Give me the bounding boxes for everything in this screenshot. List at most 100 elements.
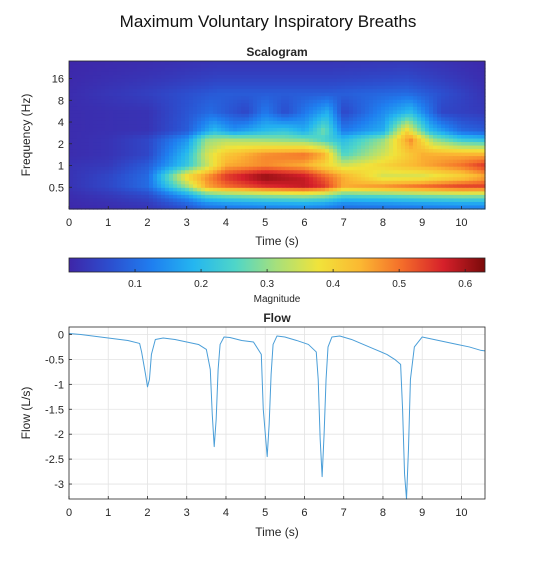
heatmap-cell — [97, 135, 102, 140]
heatmap-cell — [237, 187, 242, 192]
heatmap-cell — [361, 124, 366, 129]
heatmap-cell — [105, 131, 110, 136]
heatmap-cell — [461, 205, 466, 210]
heatmap-cell — [301, 145, 306, 150]
heatmap-cell — [317, 135, 322, 140]
heatmap-cell — [177, 145, 182, 150]
heatmap-cell — [401, 138, 406, 143]
heatmap-cell — [261, 75, 266, 80]
heatmap-cell — [373, 99, 378, 104]
heatmap-cell — [289, 82, 294, 87]
heatmap-cell — [149, 149, 154, 154]
heatmap-cell — [373, 96, 378, 101]
heatmap-cell — [365, 99, 370, 104]
heatmap-cell — [369, 170, 374, 175]
heatmap-cell — [365, 124, 370, 129]
heatmap-cell — [137, 135, 142, 140]
heatmap-cell — [277, 152, 282, 157]
heatmap-cell — [125, 96, 130, 101]
heatmap-cell — [305, 187, 310, 192]
heatmap-cell — [213, 177, 218, 182]
heatmap-cell — [281, 198, 286, 203]
heatmap-cell — [413, 170, 418, 175]
heatmap-cell — [197, 194, 202, 200]
heatmap-cell — [477, 110, 482, 115]
heatmap-cell — [473, 135, 478, 140]
heatmap-cell — [465, 61, 470, 66]
heatmap-cell — [249, 173, 254, 178]
heatmap-cell — [241, 68, 246, 73]
heatmap-cell — [181, 180, 186, 185]
heatmap-cell — [233, 191, 238, 196]
heatmap-cell — [81, 120, 86, 126]
heatmap-cell — [421, 89, 426, 94]
heatmap-cell — [85, 173, 90, 178]
heatmap-cell — [345, 117, 350, 122]
heatmap-cell — [309, 71, 314, 76]
heatmap-cell — [393, 142, 398, 147]
heatmap-cell — [337, 152, 342, 157]
heatmap-cell — [473, 145, 478, 150]
heatmap-cell — [161, 64, 166, 69]
heatmap-cell — [273, 138, 278, 143]
heatmap-cell — [81, 163, 86, 168]
heatmap-cell — [161, 187, 166, 192]
heatmap-cell — [125, 180, 130, 185]
heatmap-cell — [357, 96, 362, 101]
heatmap-cell — [105, 187, 110, 192]
heatmap-cell — [85, 124, 90, 129]
heatmap-cell — [165, 92, 170, 97]
heatmap-cell — [189, 152, 194, 157]
heatmap-cell — [205, 82, 210, 87]
heatmap-cell — [265, 163, 270, 168]
heatmap-cell — [365, 166, 370, 171]
heatmap-cell — [85, 194, 90, 200]
heatmap-cell — [285, 85, 290, 90]
heatmap-cell — [193, 124, 198, 129]
heatmap-cell — [201, 180, 206, 185]
heatmap-cell — [257, 89, 262, 94]
heatmap-cell — [317, 180, 322, 185]
heatmap-cell — [401, 82, 406, 87]
heatmap-cell — [481, 82, 486, 87]
heatmap-cell — [353, 113, 358, 118]
heatmap-cell — [109, 92, 114, 97]
heatmap-cell — [317, 78, 322, 83]
heatmap-cell — [205, 205, 210, 210]
heatmap-cell — [481, 85, 486, 90]
heatmap-cell — [449, 156, 454, 161]
heatmap-cell — [437, 92, 442, 97]
heatmap-cell — [93, 205, 98, 210]
heatmap-cell — [277, 156, 282, 161]
heatmap-cell — [193, 113, 198, 118]
heatmap-cell — [77, 99, 82, 104]
heatmap-cell — [433, 135, 438, 140]
heatmap-cell — [445, 92, 450, 97]
heatmap-cell — [169, 205, 174, 210]
heatmap-cell — [421, 68, 426, 73]
heatmap-cell — [193, 78, 198, 83]
heatmap-cell — [113, 61, 118, 66]
x-tick-label: 0 — [66, 217, 72, 229]
x-tick-label: 5 — [262, 217, 268, 229]
heatmap-cell — [385, 85, 390, 90]
heatmap-cell — [73, 117, 78, 122]
heatmap-cell — [469, 170, 474, 175]
heatmap-cell — [413, 127, 418, 133]
heatmap-cell — [361, 110, 366, 115]
heatmap-cell — [213, 170, 218, 175]
heatmap-cell — [457, 145, 462, 150]
heatmap-cell — [257, 106, 262, 111]
heatmap-cell — [145, 78, 150, 83]
heatmap-cell — [437, 85, 442, 90]
heatmap-cell — [153, 113, 158, 118]
heatmap-cell — [357, 89, 362, 94]
heatmap-cell — [157, 82, 162, 87]
heatmap-cell — [413, 106, 418, 111]
heatmap-cell — [261, 120, 266, 126]
heatmap-cell — [125, 184, 130, 189]
heatmap-cell — [253, 163, 258, 168]
heatmap-cell — [481, 103, 486, 108]
heatmap-cell — [197, 113, 202, 118]
